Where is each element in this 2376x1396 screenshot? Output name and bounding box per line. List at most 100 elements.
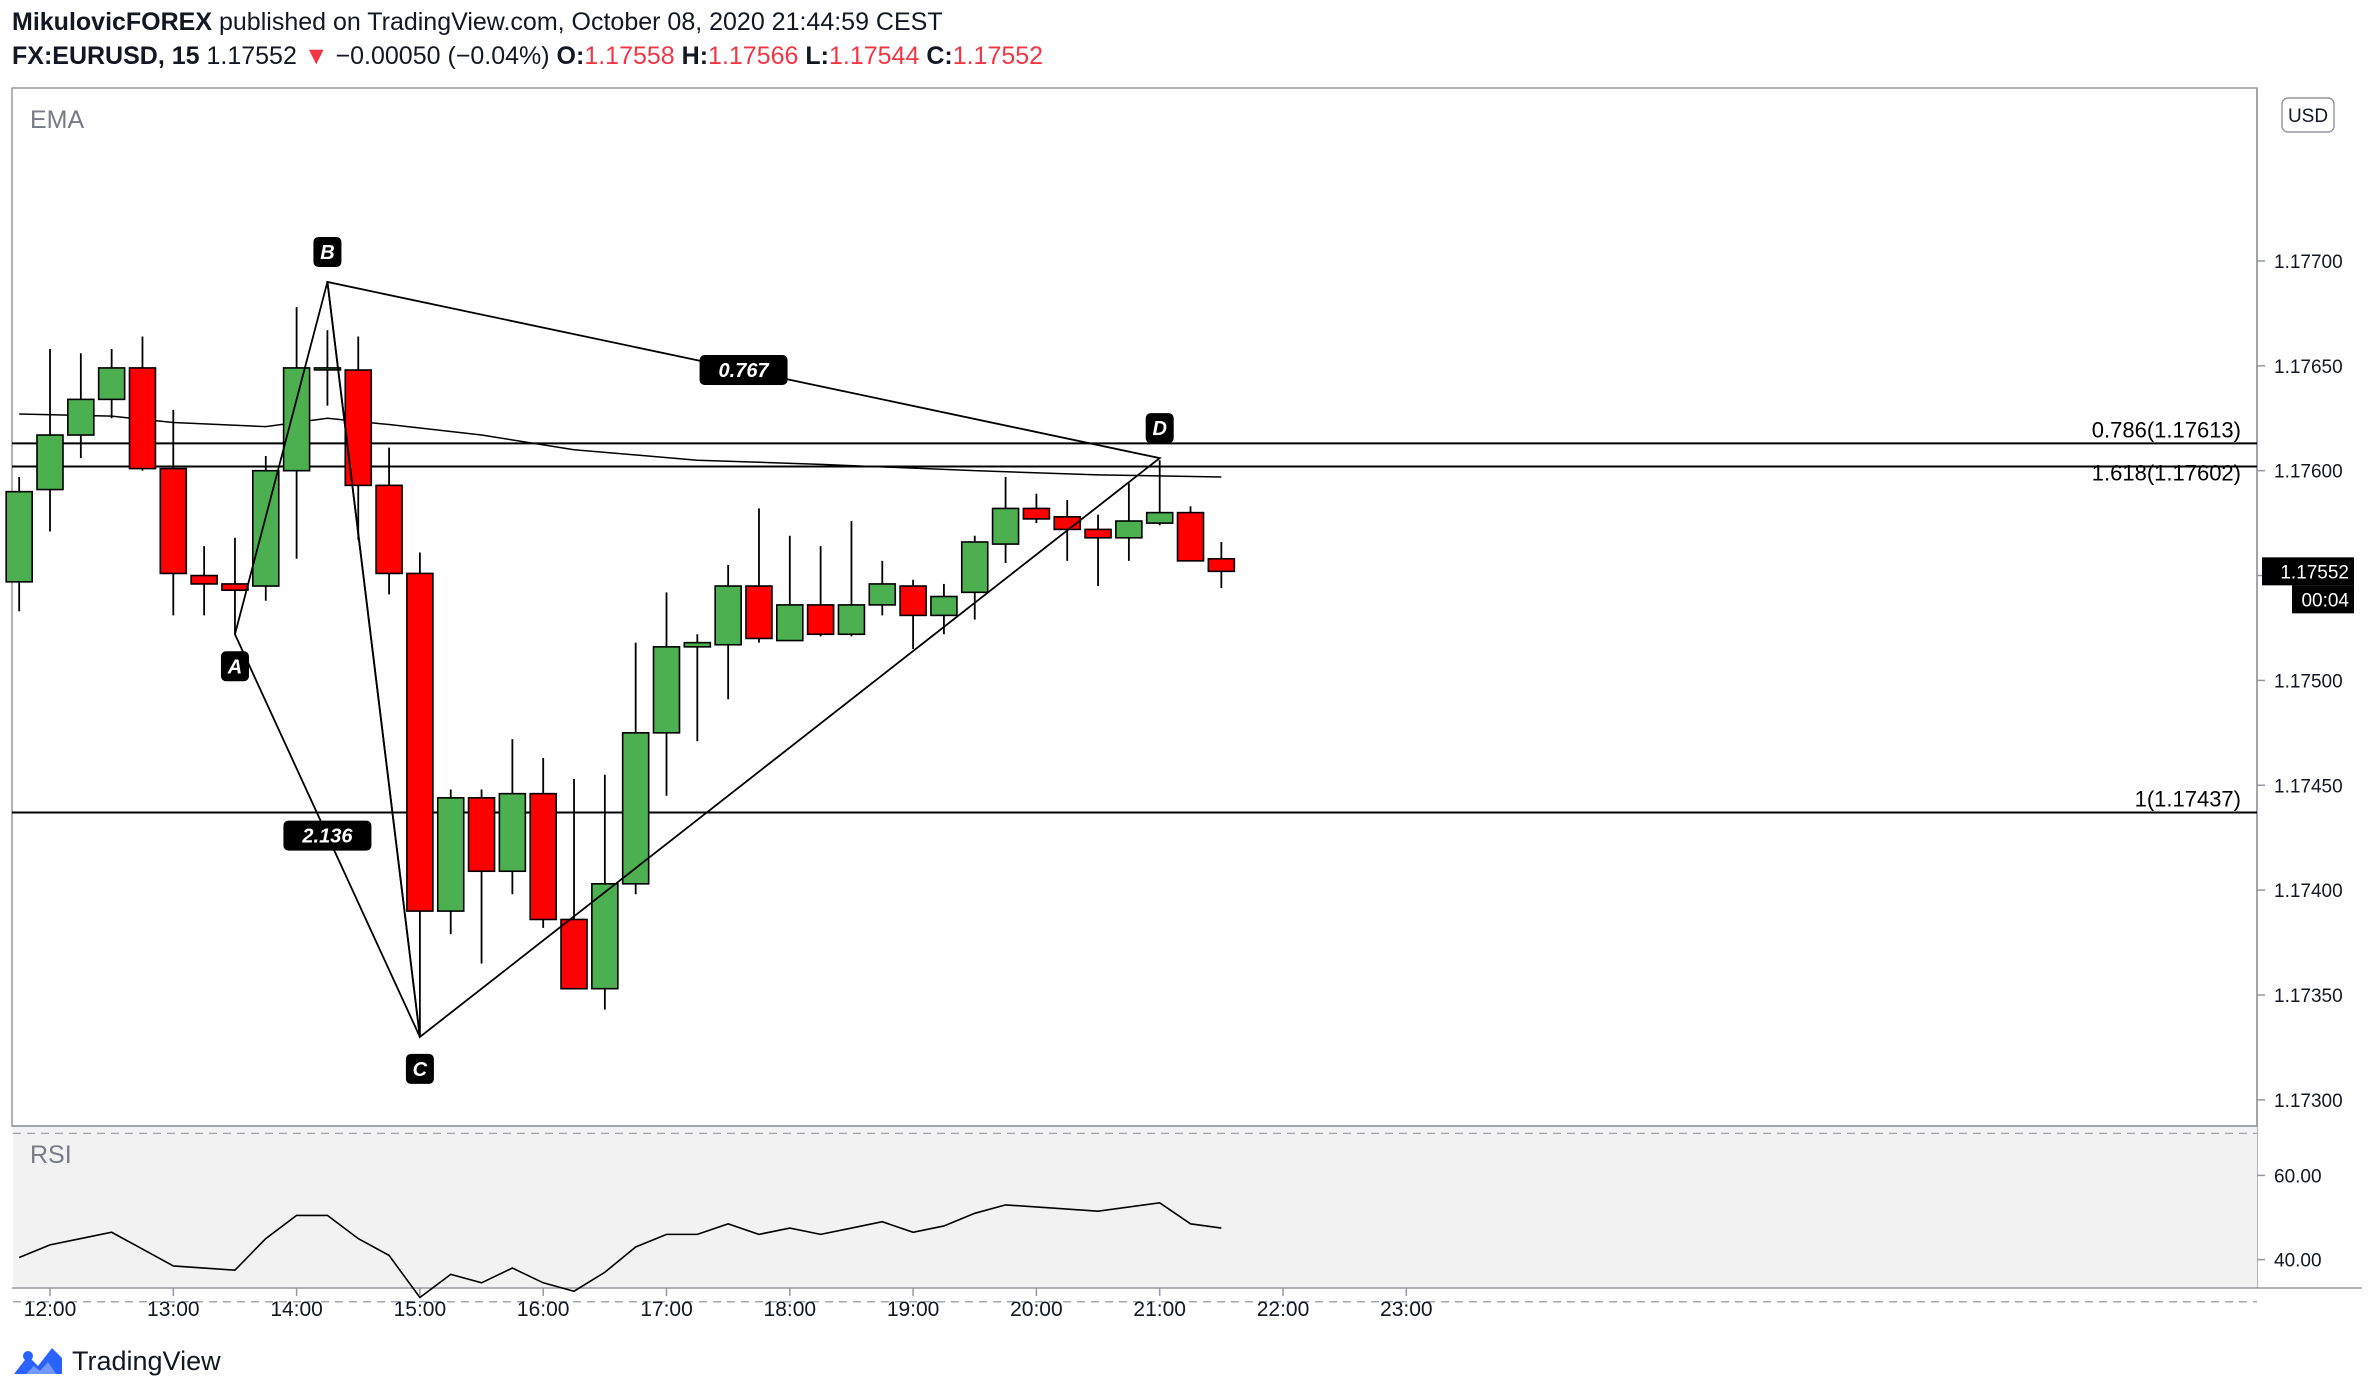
candle[interactable]	[560, 778, 588, 990]
level-label: 1.618(1.17602)	[2092, 460, 2241, 485]
price-tick-label: 1.17350	[2274, 986, 2343, 1007]
candle-body	[221, 583, 249, 592]
publish-info: MikulovicFOREX published on TradingView.…	[12, 8, 943, 37]
candle-body	[1115, 520, 1143, 539]
candle-body	[313, 367, 342, 371]
candle[interactable]	[159, 409, 188, 616]
candle-body	[591, 883, 619, 990]
candle-body	[375, 484, 403, 575]
candle-body	[560, 918, 588, 990]
candle-body	[498, 792, 527, 873]
candle[interactable]	[1145, 460, 1174, 526]
open-value: 1.17558	[584, 42, 675, 70]
currency-button[interactable]: USD	[2281, 97, 2335, 133]
candle[interactable]	[498, 739, 527, 895]
time-tick-label: 16:00	[517, 1298, 570, 1321]
tradingview-logo-icon	[14, 1348, 62, 1374]
price-tick-label: 1.17500	[2274, 671, 2343, 692]
time-axis[interactable]: 12:00 13:00 14:00 15:00 16:00 17:00 18:00 19:00…	[24, 1288, 1433, 1321]
rsi-indicator-label[interactable]: RSI	[30, 1141, 72, 1169]
low-label: L:	[805, 42, 829, 70]
candle[interactable]	[5, 476, 33, 612]
pattern-point-c[interactable]: C	[405, 1053, 434, 1084]
author-name[interactable]: MikulovicFOREX	[12, 8, 213, 36]
candle-body	[745, 585, 773, 640]
candle-body	[67, 398, 95, 436]
ratio-label[interactable]: 0.767	[699, 355, 788, 386]
candle[interactable]	[683, 634, 712, 742]
currency-label: USD	[2288, 106, 2328, 127]
candle[interactable]	[1084, 514, 1112, 587]
candle-body	[1084, 528, 1112, 539]
candle[interactable]	[36, 349, 64, 532]
candle[interactable]	[868, 560, 897, 616]
candle[interactable]	[467, 789, 496, 964]
candle-body	[775, 604, 804, 642]
harmonic-pattern: 0.767 2.136 A B C D	[220, 236, 1174, 1084]
time-tick-label: 22:00	[1257, 1298, 1310, 1321]
candle[interactable]	[190, 546, 218, 616]
candle[interactable]	[806, 546, 835, 637]
candle[interactable]	[1207, 541, 1236, 589]
low-value: 1.17544	[828, 42, 920, 70]
candle[interactable]	[960, 535, 989, 620]
candle-body	[282, 367, 311, 472]
high-value: 1.17566	[708, 42, 799, 70]
pattern-point-bg	[220, 651, 249, 682]
horizontal-levels: 0.786(1.17613) 1.618(1.17602) 1(1.17437)	[12, 417, 2257, 814]
candle[interactable]	[344, 336, 373, 540]
candle[interactable]	[1022, 493, 1051, 524]
pattern-point-label: B	[320, 242, 334, 264]
candle[interactable]	[221, 537, 249, 635]
candle-body	[251, 469, 280, 587]
candle[interactable]	[714, 565, 742, 700]
pattern-point-d[interactable]: D	[1145, 413, 1174, 444]
candle[interactable]	[529, 757, 558, 928]
candle[interactable]	[251, 456, 280, 601]
rsi-series	[13, 1132, 2257, 1303]
candle[interactable]	[652, 592, 681, 796]
level-label: 1(1.17437)	[2135, 787, 2241, 812]
candle[interactable]	[745, 508, 773, 643]
rsi-pane-bg	[13, 1127, 2257, 1287]
candle[interactable]	[1115, 483, 1143, 561]
pattern-point-a[interactable]: A	[220, 651, 249, 682]
candle-body	[344, 369, 373, 487]
candle[interactable]	[991, 476, 1020, 563]
candle-body	[837, 604, 866, 636]
candle[interactable]	[282, 307, 311, 559]
ratio-label[interactable]: 2.136	[283, 820, 372, 851]
candle-body	[128, 367, 157, 470]
candle-body	[1022, 507, 1051, 520]
footer-brand[interactable]: TradingView	[12, 1344, 221, 1378]
candle[interactable]	[67, 353, 95, 459]
candle[interactable]	[837, 521, 866, 637]
last-price-label: 1.17552	[2280, 562, 2349, 583]
close-value: 1.17552	[952, 42, 1044, 70]
candle-body	[621, 732, 650, 885]
candle[interactable]	[436, 789, 465, 935]
pattern-point-label: A	[227, 656, 242, 678]
pattern-point-b[interactable]: B	[313, 236, 342, 267]
candle[interactable]	[930, 583, 958, 635]
candle[interactable]	[406, 552, 434, 1037]
candle-body	[36, 434, 64, 491]
candle[interactable]	[97, 349, 126, 419]
ema-indicator-label[interactable]: EMA	[30, 106, 85, 134]
candle[interactable]	[375, 447, 403, 595]
time-tick-label: 18:00	[764, 1298, 817, 1321]
candle-body	[899, 585, 927, 617]
time-tick-label: 14:00	[270, 1298, 323, 1321]
candle[interactable]	[899, 579, 927, 649]
candle-body	[991, 507, 1020, 545]
candle[interactable]	[775, 535, 804, 642]
rsi-tick-label: 40.00	[2274, 1251, 2322, 1272]
candle[interactable]	[1176, 506, 1205, 562]
candle[interactable]	[621, 642, 650, 895]
candle[interactable]	[128, 336, 157, 471]
price-axis[interactable]: 1.177001.176501.176001.175501.175001.174…	[2257, 252, 2354, 1272]
time-tick-label: 23:00	[1380, 1298, 1433, 1321]
candle-body	[806, 604, 835, 636]
candle[interactable]	[313, 330, 342, 406]
